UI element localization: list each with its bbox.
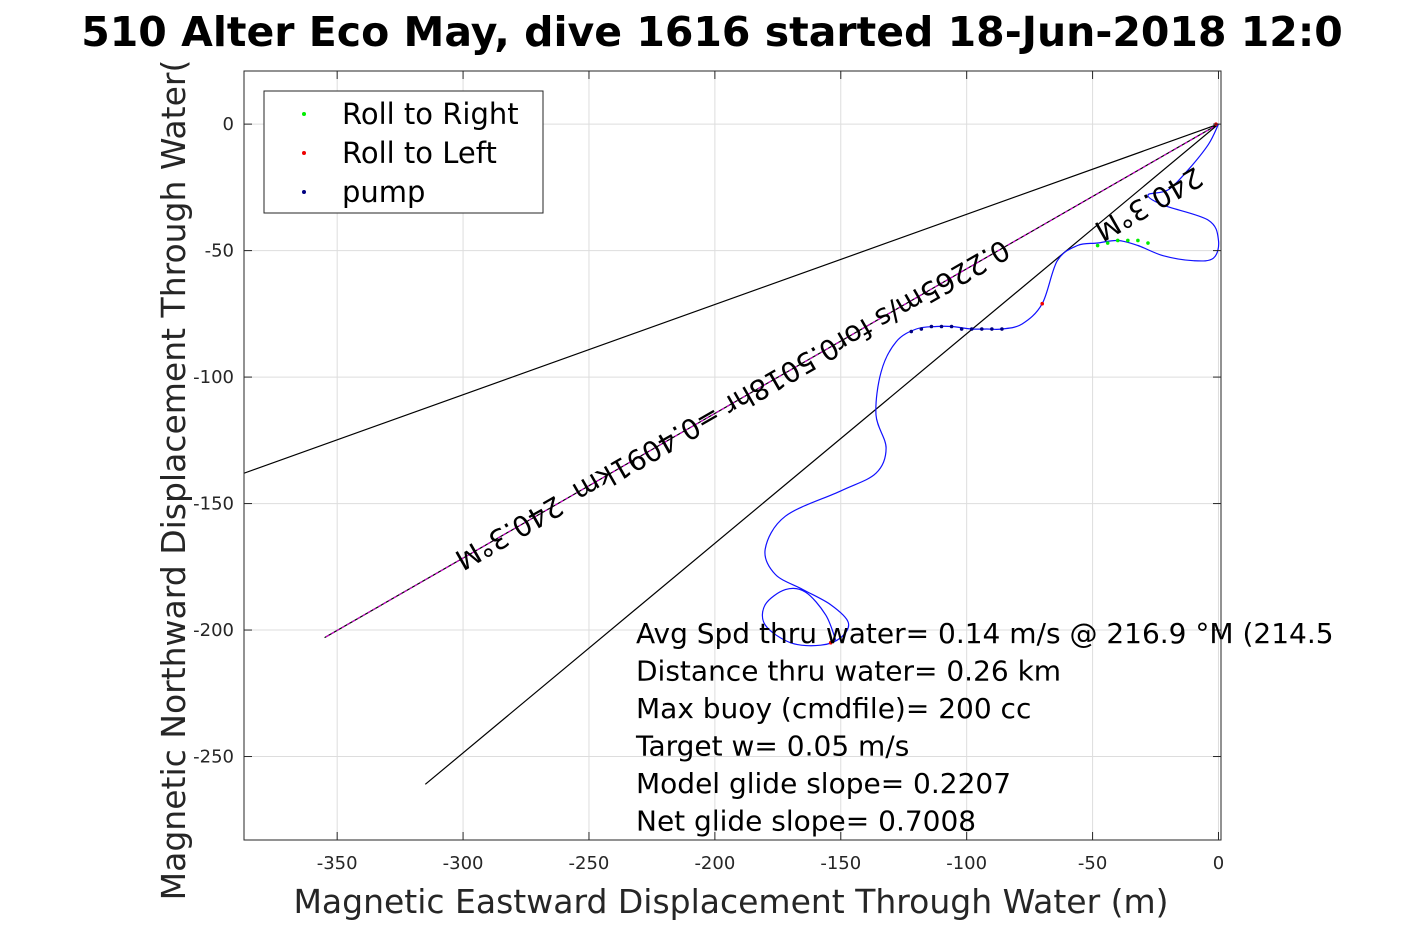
pump-point [990,327,994,331]
pump-point [949,324,954,329]
x-tick-label-7: 0 [1213,853,1224,874]
roll-right-point [1095,243,1100,248]
pump-point [939,324,944,329]
chart-title: 510 Alter Eco May, dive 1616 started 18-… [81,8,1343,56]
y-tick-label-3: -150 [193,494,234,515]
legend-label-2: pump [342,175,425,209]
roll-left-point [828,640,833,645]
x-tick-label-4: -150 [820,853,861,874]
legend-box [263,90,544,214]
stat-line-4: Model glide slope= 0.2207 [636,767,1011,800]
data-layer [244,122,1220,785]
roll-right-point [1126,238,1130,243]
roll-right-point [1146,241,1150,245]
roll-right-point [1115,238,1120,243]
x-tick-label-6: -50 [1078,853,1107,874]
pump-point [969,327,974,331]
stat-line-3: Target w= 0.05 m/s [635,730,909,763]
pump-point [979,327,984,331]
stat-line-2: Max buoy (cmdfile)= 200 cc [636,692,1031,725]
x-tick-label-2: -250 [569,853,610,874]
x-tick-label-3: -200 [694,853,735,874]
legend-marker-2 [302,190,306,194]
cone-line-0 [244,123,1219,474]
legend-marker-0 [302,112,306,116]
y-tick-label-4: -200 [193,620,234,641]
axes-box [243,70,1222,841]
stat-line-1: Distance thru water= 0.26 km [636,655,1061,688]
pump-point [929,324,934,329]
pump-point [919,327,924,331]
pump-point [1000,327,1004,331]
legend-label-1: Roll to Left [342,136,497,170]
legend-label-0: Roll to Right [342,97,519,131]
track-line [761,123,1220,647]
x-tick-label-5: -100 [946,853,987,874]
y-tick-label-2: -100 [193,367,234,388]
stat-line-0: Avg Spd thru water= 0.14 m/s @ 216.9 °M … [636,617,1334,650]
roll-left-point [1040,301,1045,306]
y-tick-label-0: 0 [223,114,234,135]
roll-right-point [1105,241,1110,245]
x-tick-label-0: -350 [317,853,358,874]
pump-point [959,327,964,331]
y-tick-label-5: -250 [193,747,234,768]
cone-line-1 [424,123,1219,785]
x-tick-label-1: -300 [443,853,484,874]
pump-point [909,329,914,334]
legend-marker-1 [302,151,306,155]
y-axis-label: Magnetic Northward Displacement Through … [154,60,193,901]
y-tick-label-1: -50 [205,241,234,262]
heading-line-overlay [324,123,1219,639]
roll-right-point [1136,238,1140,243]
x-axis-label: Magnetic Eastward Displacement Through W… [293,882,1168,921]
stat-line-5: Net glide slope= 0.7008 [636,805,976,838]
legend: Roll to Right Roll to Left pump [263,90,544,214]
